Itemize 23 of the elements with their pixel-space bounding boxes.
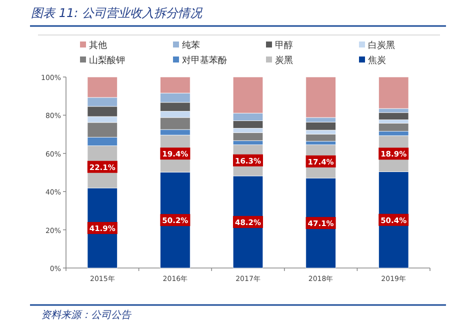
legend-label: 其他 — [89, 40, 107, 51]
bar — [306, 134, 336, 142]
legend-item: 甲醇 — [266, 41, 293, 51]
bar — [378, 76, 409, 109]
legend-item: 炭黑 — [266, 56, 293, 66]
legend-label: 白炭黑 — [368, 40, 395, 51]
legend-label: 焦炭 — [368, 55, 386, 66]
legend-item: 焦炭 — [359, 56, 386, 66]
legend-item: 对甲基苯酚 — [173, 56, 227, 66]
legend-item: 纯苯 — [173, 41, 200, 51]
legend-label: 山梨酸钾 — [89, 55, 125, 66]
chart-title: 图表 11: 公司营业收入拆分情况 — [31, 6, 203, 20]
legend-label: 甲醇 — [275, 40, 293, 51]
legend-label: 对甲基苯酚 — [182, 55, 227, 66]
legend-item: 山梨酸钾 — [80, 56, 125, 66]
bar — [232, 132, 264, 141]
legend-item: 白炭黑 — [359, 41, 395, 51]
legend-item: 其他 — [80, 41, 107, 51]
bar — [378, 112, 409, 120]
legend-label: 炭黑 — [275, 55, 293, 66]
text: 资料来源：公司公告 — [41, 309, 132, 321]
legend-label: 纯苯 — [182, 40, 200, 51]
bar — [306, 122, 336, 130]
